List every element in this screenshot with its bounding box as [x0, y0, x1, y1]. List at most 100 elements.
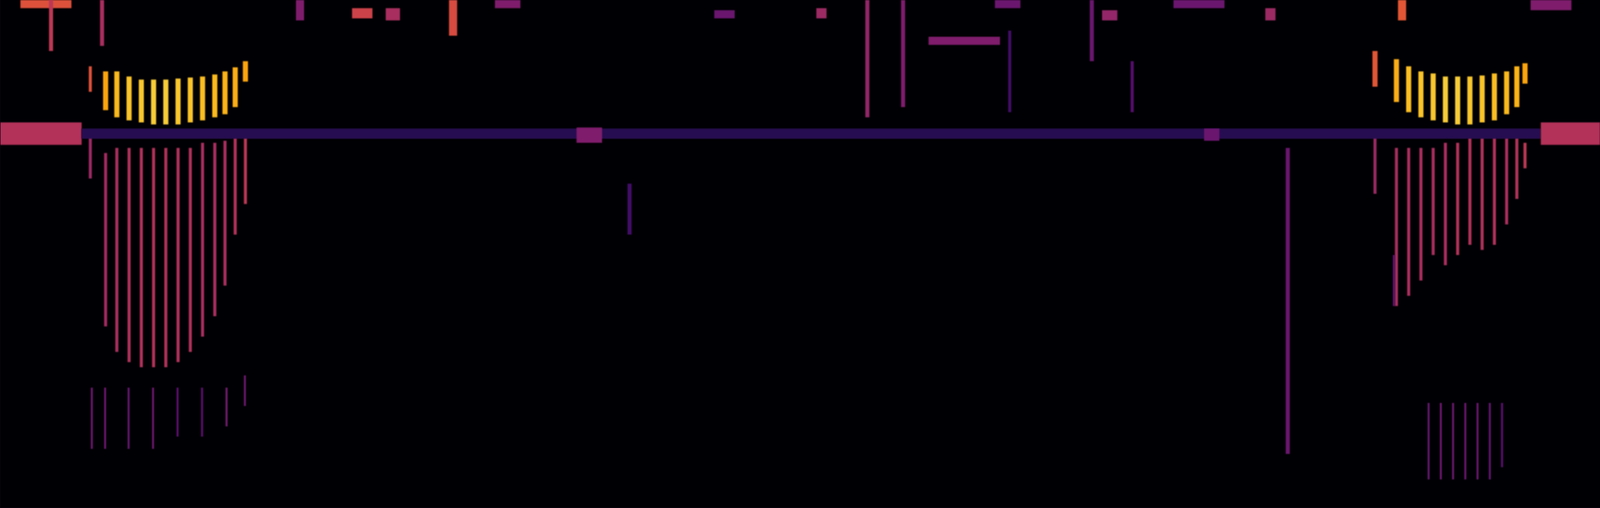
spectrogram-cell [187, 77, 193, 123]
y-axis-line [0, 0, 1, 508]
spectrogram-cell [213, 142, 217, 317]
spectrogram-cell [1514, 66, 1520, 108]
spectrogram-cell [0, 122, 82, 145]
chart-container [0, 0, 1600, 508]
spectrogram-cell [212, 74, 218, 118]
spectrogram-cell [627, 183, 632, 235]
spectrogram-cell [139, 147, 143, 368]
spectrogram-cell [1430, 73, 1436, 121]
spectrogram-cell [138, 79, 144, 123]
plot-area [0, 0, 1600, 480]
spectrogram-cell [1406, 66, 1412, 113]
spectrogram-cell [1504, 71, 1510, 115]
spectrogram-cell [1523, 142, 1527, 169]
spectrogram-cell [1479, 75, 1485, 123]
spectrogram-cell [1488, 403, 1491, 480]
spectrogram-cell [115, 147, 119, 353]
spectrogram-cell [1285, 147, 1290, 454]
spectrogram-cell [1464, 403, 1467, 480]
spectrogram-cell [1468, 137, 1472, 246]
spectrogram-cell [164, 147, 168, 368]
spectrogram-cell [1540, 122, 1600, 145]
spectrogram-cell [152, 387, 155, 449]
spectrogram-cell [1515, 137, 1519, 199]
spectrogram-cell [1442, 76, 1448, 123]
spectrogram-cell [176, 387, 179, 437]
spectrogram-cell [1522, 63, 1528, 84]
spectrogram-cell [901, 0, 906, 108]
spectrogram-cell [576, 127, 602, 143]
spectrogram-cell [1500, 403, 1503, 468]
spectrogram-cell [1393, 59, 1399, 102]
spectrogram-cell [296, 0, 305, 21]
spectrogram-cell [1427, 403, 1430, 480]
spectrogram-cell [1491, 73, 1497, 121]
spectrogram-cell [188, 147, 192, 353]
spectrogram-cell [243, 61, 248, 82]
spectrogram-cell [127, 147, 131, 363]
spectrogram-cell [865, 0, 870, 118]
x-axis-line [0, 507, 1600, 508]
spectrogram-cell [1467, 76, 1473, 125]
spectrogram-cell [200, 142, 204, 337]
spectrogram-cell [1373, 132, 1377, 194]
spectrogram-cell [1372, 51, 1378, 87]
spectrogram-cell [385, 7, 401, 21]
spectrogram-cell [448, 0, 457, 36]
spectrogram-cell [1394, 147, 1398, 307]
spectrogram-cell [1418, 71, 1424, 118]
spectrogram-cell [1407, 147, 1411, 296]
plot-frame [0, 0, 1600, 508]
spectrogram-cell [1204, 128, 1220, 141]
spectrogram-cell [1130, 61, 1134, 113]
spectrogram-cell [100, 0, 105, 47]
spectrogram-cell [163, 79, 169, 125]
spectrogram-cell [103, 71, 109, 111]
spectrogram-cell [114, 71, 120, 118]
spectrogram-cell [1392, 255, 1395, 307]
spectrogram-cell [714, 10, 735, 19]
spectrogram-cell [1419, 147, 1423, 281]
spectrogram-cell [1102, 10, 1118, 21]
spectrogram-cell [200, 387, 203, 437]
spectrogram-cell [928, 36, 1000, 45]
spectrogram-cell [1008, 30, 1012, 113]
spectrogram-cell [1265, 7, 1276, 21]
spectrogram-cell [20, 0, 72, 8]
spectrogram-cell [150, 79, 156, 125]
spectrogram-cell [1439, 403, 1442, 480]
spectrogram-cell [126, 76, 132, 121]
spectrogram-cell [1456, 142, 1460, 255]
spectrogram-cell [127, 387, 130, 449]
spectrogram-cell [233, 137, 237, 236]
spectrogram-cell [1173, 0, 1225, 8]
spectrogram-cell [1480, 137, 1484, 250]
spectrogram-cell [88, 132, 92, 180]
spectrogram-cell [49, 0, 54, 52]
spectrogram-cell [90, 387, 93, 449]
spectrogram-cell [1476, 403, 1479, 480]
spectrogram-cell [1089, 0, 1094, 62]
spectrogram-cell [244, 375, 247, 407]
spectrogram-cell [1505, 137, 1509, 225]
spectrogram-cell [104, 387, 107, 449]
spectrogram-cell [994, 0, 1021, 8]
spectrogram-cell [494, 0, 521, 8]
spectrogram-cell [176, 147, 180, 363]
spectrogram-cell [1530, 0, 1572, 11]
spectrogram-cell [199, 76, 205, 121]
spectrogram-cell [81, 128, 1541, 139]
spectrogram-cell [225, 387, 228, 427]
spectrogram-cell [88, 66, 92, 92]
spectrogram-cell [232, 67, 238, 108]
chart-svg [0, 0, 1600, 508]
spectrogram-cell [1443, 142, 1447, 266]
spectrogram-cell [244, 137, 247, 205]
spectrogram-cell [1398, 0, 1407, 21]
spectrogram-cell [352, 7, 373, 19]
spectrogram-cell [175, 78, 181, 125]
spectrogram-cell [104, 153, 108, 327]
spectrogram-cell [816, 7, 827, 19]
spectrogram-cell [1455, 76, 1461, 125]
spectrogram-cell [1452, 403, 1455, 480]
